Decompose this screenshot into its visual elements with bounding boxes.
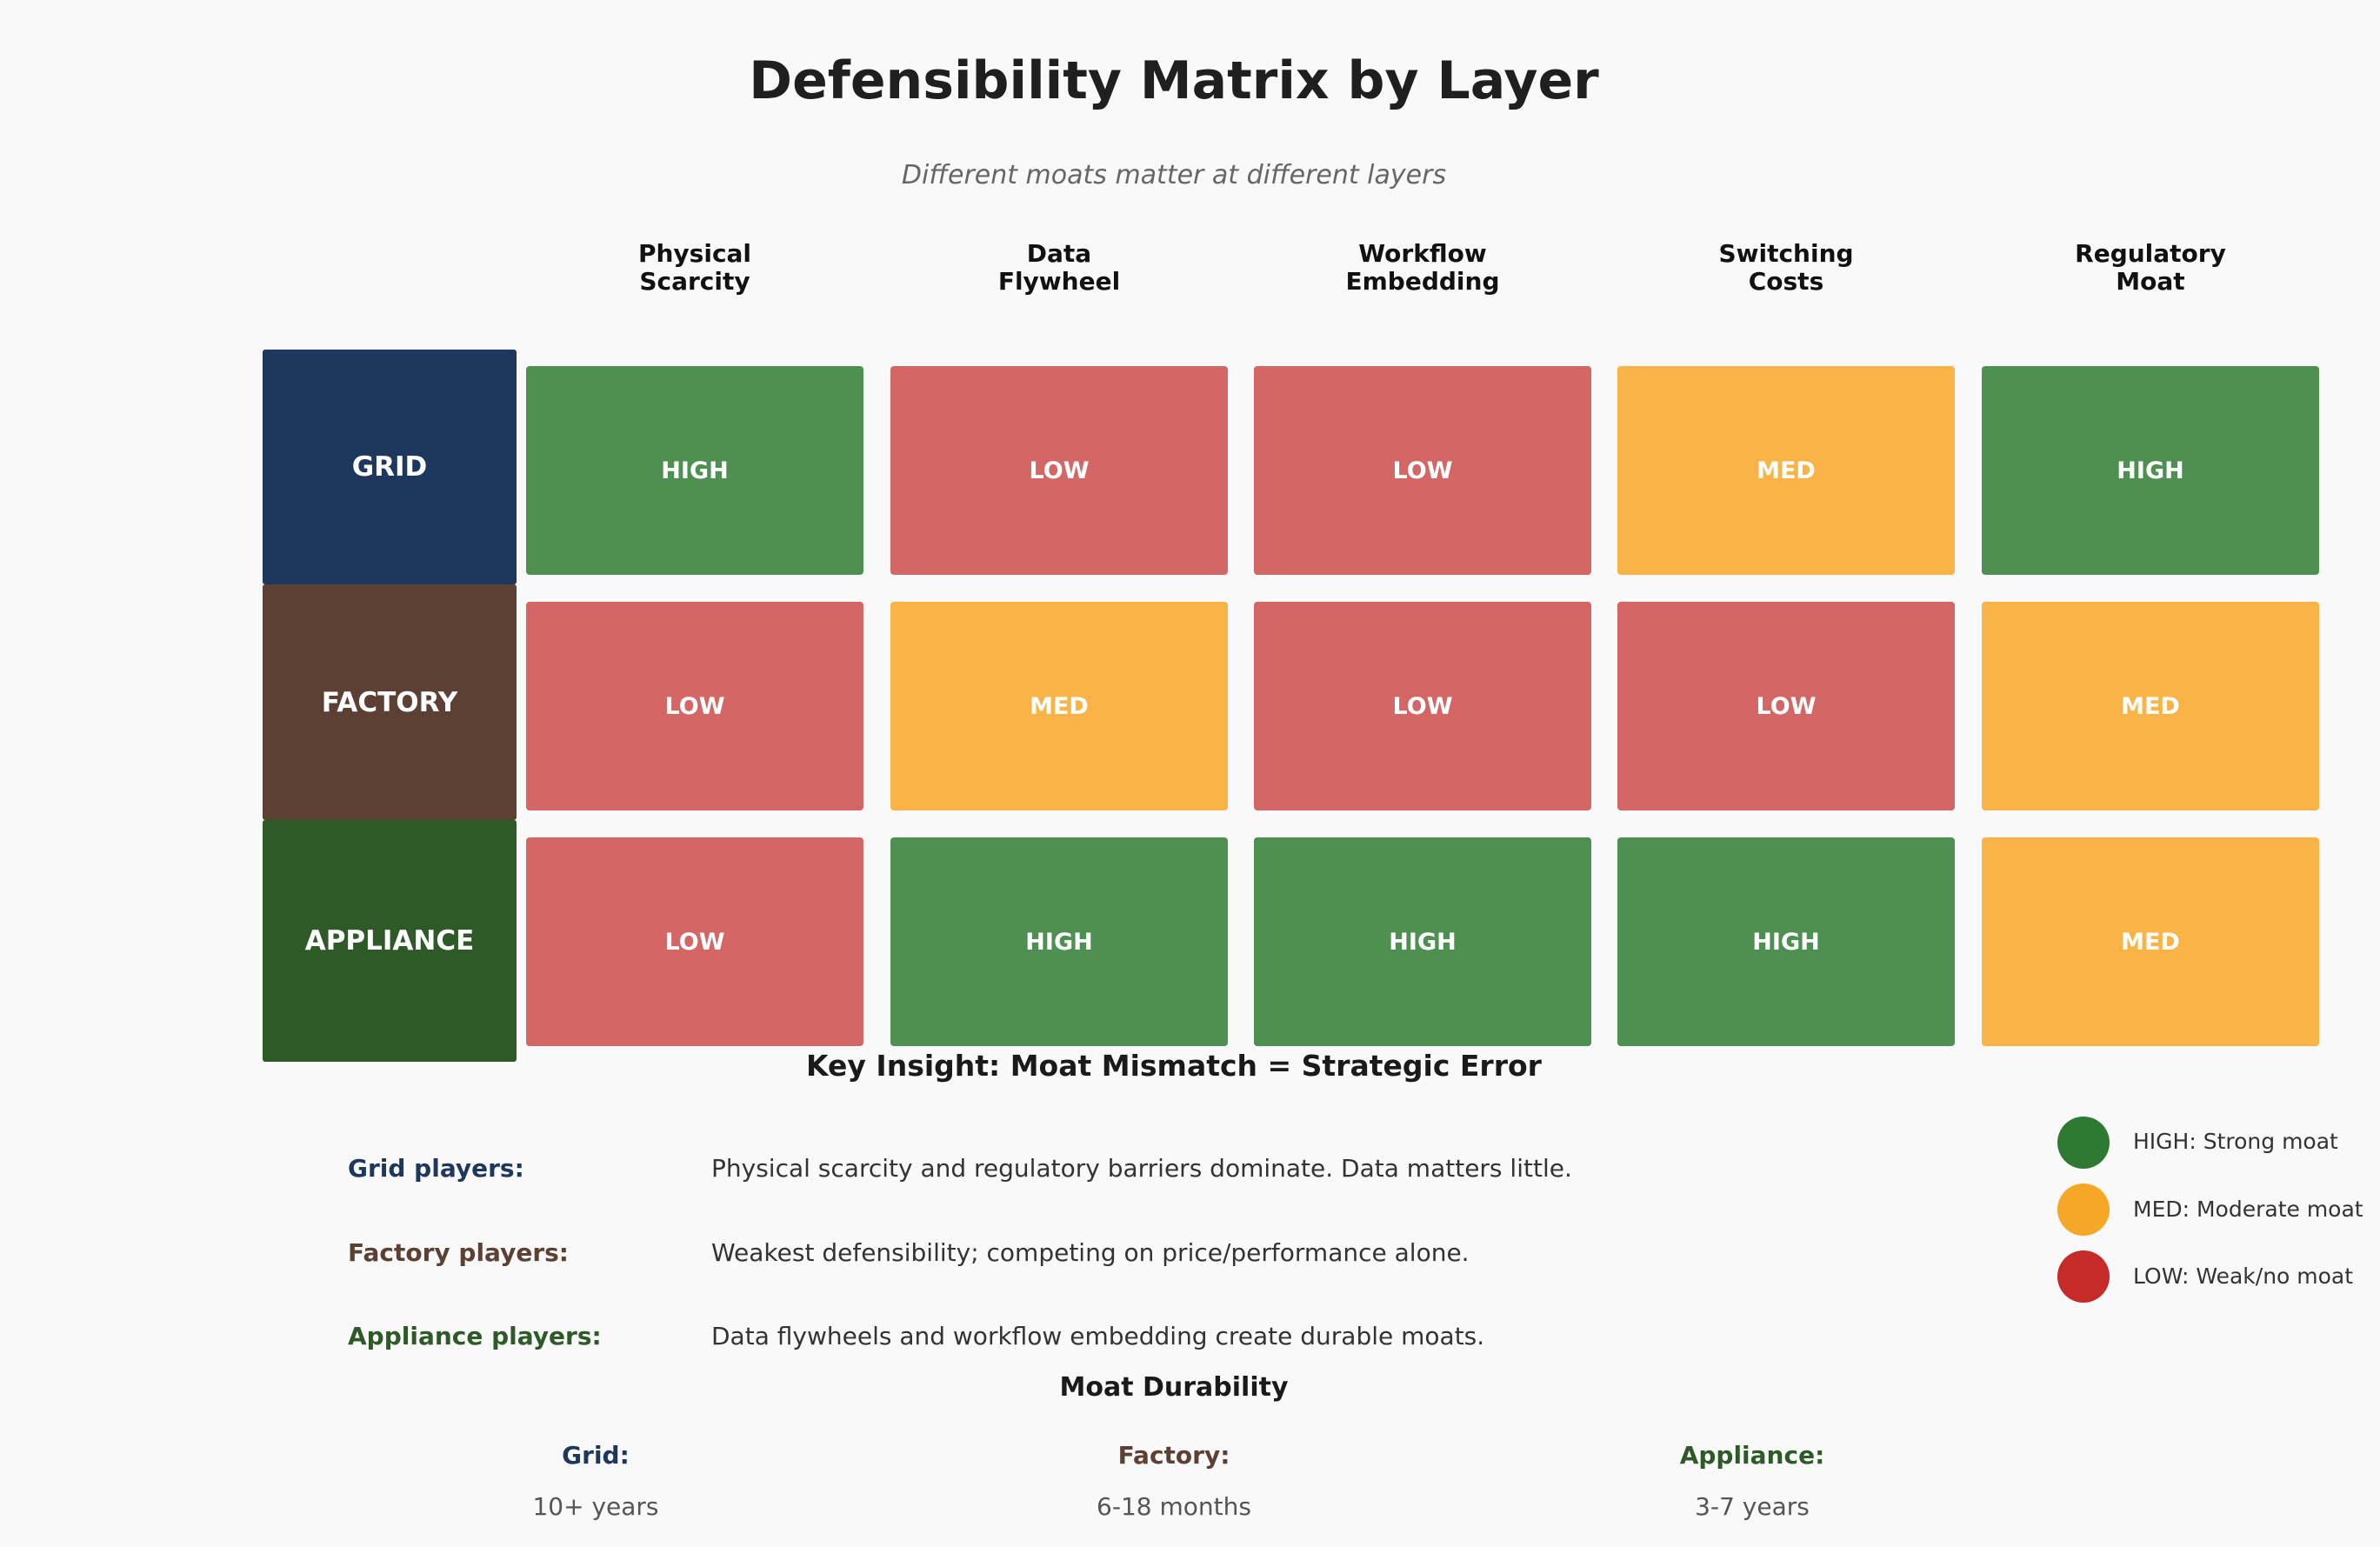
row-label-grid: GRID	[263, 350, 517, 584]
insight-label-grid: Grid players:	[348, 1154, 524, 1183]
heatmap-cell-grid-data-flywheel: LOW	[890, 366, 1228, 575]
insight-label-appliance: Appliance players:	[348, 1322, 602, 1350]
column-header-switching-costs: Switching Costs	[1617, 240, 1955, 296]
durability-title: Moat Durability	[1059, 1372, 1289, 1403]
insight-title: Key Insight: Moat Mismatch = Strategic E…	[806, 1049, 1542, 1083]
column-header-line: Embedding	[1345, 267, 1500, 296]
row-label-appliance: APPLIANCE	[263, 820, 517, 1062]
column-header-line: Scarcity	[639, 267, 750, 296]
heatmap-cell-appliance-data-flywheel: HIGH	[890, 837, 1228, 1046]
heatmap-cell-appliance-physical-scarcity: LOW	[526, 837, 863, 1046]
heatmap-cell-appliance-switching-costs: HIGH	[1617, 837, 1955, 1046]
insight-text-factory: Weakest defensibility; competing on pric…	[711, 1238, 1470, 1267]
durability-value-grid: 10+ years	[532, 1492, 659, 1521]
chart-title: Defensibility Matrix by Layer	[749, 50, 1599, 111]
column-header-physical-scarcity: Physical Scarcity	[526, 240, 863, 296]
legend-med-swatch	[2057, 1184, 2110, 1236]
column-header-line: Regulatory	[2075, 239, 2226, 268]
heatmap-cell-factory-data-flywheel: MED	[890, 602, 1228, 810]
durability-value-factory: 6-18 months	[1097, 1492, 1251, 1521]
durability-label-appliance: Appliance:	[1679, 1441, 1825, 1470]
heatmap-cell-appliance-workflow-embedding: HIGH	[1254, 837, 1591, 1046]
durability-label-grid: Grid:	[562, 1441, 630, 1470]
heatmap-cell-grid-regulatory-moat: HIGH	[1982, 366, 2319, 575]
heatmap-cell-grid-physical-scarcity: HIGH	[526, 366, 863, 575]
column-header-line: Data	[1026, 239, 1092, 268]
insight-text-appliance: Data flywheels and workflow embedding cr…	[711, 1322, 1485, 1350]
legend-med-label: MED: Moderate moat	[2133, 1197, 2363, 1222]
column-header-line: Costs	[1748, 267, 1824, 296]
column-header-line: Switching	[1718, 239, 1854, 268]
column-header-workflow-embedding: Workflow Embedding	[1254, 240, 1591, 296]
chart-subtitle: Different moats matter at different laye…	[901, 160, 1447, 190]
row-label-factory: FACTORY	[263, 584, 517, 820]
legend-low-swatch	[2057, 1250, 2110, 1303]
column-header-regulatory-moat: Regulatory Moat	[1982, 240, 2319, 296]
legend-high-swatch	[2057, 1117, 2110, 1169]
durability-label-factory: Factory:	[1117, 1441, 1230, 1470]
heatmap-cell-appliance-regulatory-moat: MED	[1982, 837, 2319, 1046]
column-header-line: Workflow	[1358, 239, 1487, 268]
heatmap-cell-factory-switching-costs: LOW	[1617, 602, 1955, 810]
heatmap-cell-factory-workflow-embedding: LOW	[1254, 602, 1591, 810]
legend-high-label: HIGH: Strong moat	[2133, 1129, 2338, 1154]
durability-value-appliance: 3-7 years	[1695, 1492, 1810, 1521]
heatmap-cell-grid-switching-costs: MED	[1617, 366, 1955, 575]
insight-text-grid: Physical scarcity and regulatory barrier…	[711, 1154, 1572, 1183]
heatmap-cell-factory-regulatory-moat: MED	[1982, 602, 2319, 810]
column-header-line: Moat	[2116, 267, 2185, 296]
legend-low-label: LOW: Weak/no moat	[2133, 1264, 2354, 1289]
column-header-line: Physical	[637, 239, 752, 268]
column-header-line: Flywheel	[997, 267, 1121, 296]
heatmap-cell-factory-physical-scarcity: LOW	[526, 602, 863, 810]
heatmap-cell-grid-workflow-embedding: LOW	[1254, 366, 1591, 575]
insight-label-factory: Factory players:	[348, 1238, 569, 1267]
column-header-data-flywheel: Data Flywheel	[890, 240, 1228, 296]
